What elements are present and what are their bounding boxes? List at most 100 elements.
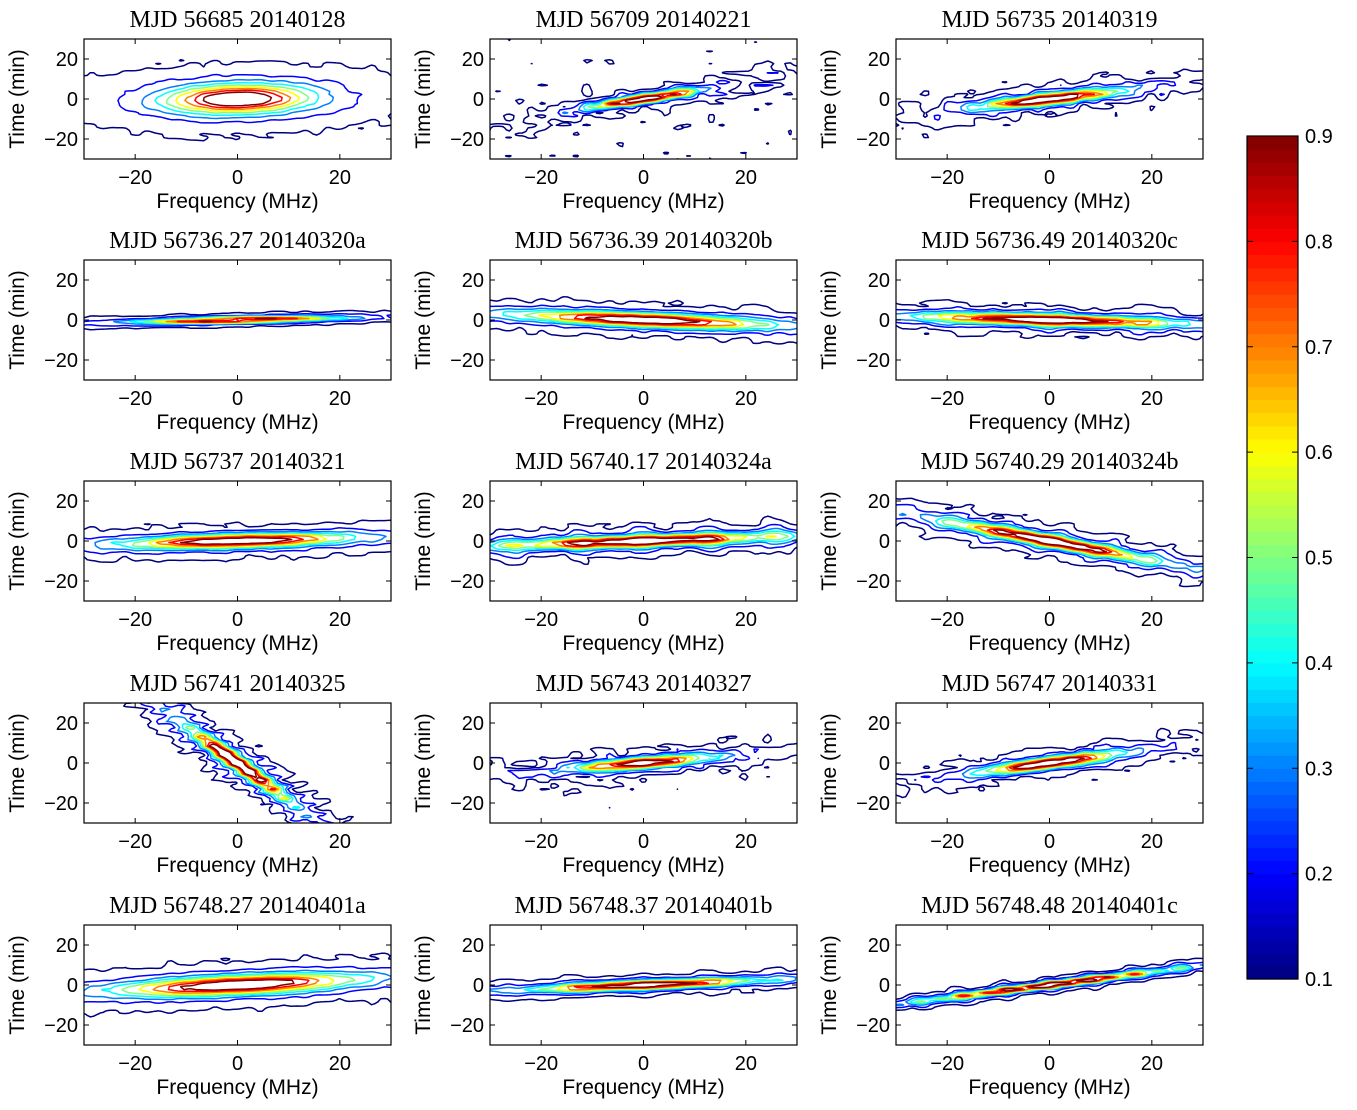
- contour-lines: [490, 515, 797, 566]
- contour-line: [896, 503, 1203, 579]
- contour-lines: [123, 703, 354, 823]
- contour-line: [165, 84, 310, 114]
- colorbar-swatch: [1247, 294, 1298, 308]
- colorbar-swatch: [1247, 412, 1298, 427]
- colorbar-swatch: [1247, 386, 1298, 401]
- colorbar-swatch: [1247, 610, 1298, 624]
- contour-line: [896, 309, 1203, 331]
- panel-title: MJD 56741 20140325: [129, 671, 345, 697]
- y-axis-label: Time (min): [818, 49, 841, 149]
- axes-box: [83, 702, 392, 824]
- panel-title: MJD 56740.29 20140324b: [920, 449, 1178, 475]
- contour-line: [896, 305, 1203, 336]
- panel-title: MJD 56748.27 20140401a: [109, 893, 366, 919]
- y-tick-label: 0: [473, 531, 484, 553]
- x-tick-label: −20: [930, 1053, 964, 1075]
- x-tick-label: 20: [735, 388, 757, 410]
- contour-line: [1012, 756, 1085, 770]
- colorbar-swatch: [1247, 768, 1298, 783]
- x-tick-label: −20: [118, 388, 152, 410]
- contour-panel: MJD 56740.29 20140324b−20 0 20200−20Freque…: [818, 449, 1204, 655]
- contour-line: [84, 969, 391, 1001]
- contour-line: [490, 966, 797, 1003]
- contour-line: [961, 747, 1145, 779]
- colorbar-tick-label: 0.3: [1305, 758, 1333, 780]
- colorbar-tick-label: 0.7: [1305, 337, 1333, 359]
- contour-line: [913, 741, 1178, 784]
- y-axis-label: Time (min): [412, 491, 435, 591]
- colorbar-swatch: [1247, 478, 1298, 493]
- x-tick-label: −20: [930, 831, 964, 853]
- y-tick-label: −20: [856, 571, 890, 593]
- colorbar-swatch: [1247, 702, 1298, 717]
- contour-line: [84, 519, 391, 563]
- panel-title: MJD 56736.39 20140320b: [514, 228, 772, 254]
- colorbar-swatch: [1247, 465, 1298, 480]
- colorbar-swatch: [1247, 807, 1298, 822]
- contour-lines: [490, 733, 797, 809]
- x-axis-label: Frequency (MHz): [562, 190, 724, 213]
- contour-line: [934, 516, 1164, 566]
- contour-line: [490, 39, 797, 159]
- contour-line: [573, 314, 713, 326]
- x-tick-label: 20: [329, 388, 351, 410]
- contour-panel: MJD 56736.49 20140320c−20 0 20200−20Freque…: [818, 228, 1204, 434]
- y-tick-label: −20: [450, 571, 484, 593]
- x-tick-label: 0: [1044, 1053, 1055, 1075]
- contour-line: [138, 975, 335, 995]
- y-axis-label: Time (min): [818, 491, 841, 591]
- panel-title: MJD 56748.37 20140401b: [514, 893, 772, 919]
- axes-box: [895, 480, 1204, 602]
- contour-line: [941, 519, 1159, 564]
- x-tick-label: 0: [232, 388, 243, 410]
- contour-panel: MJD 56737 20140321−20 0 20200−20Frequency …: [6, 449, 392, 655]
- y-tick-label: 20: [868, 270, 890, 292]
- contour-line: [100, 971, 376, 999]
- contour-line: [490, 523, 797, 560]
- y-tick-label: −20: [856, 793, 890, 815]
- x-axis-label: Frequency (MHz): [562, 1076, 724, 1099]
- colorbar-swatch: [1247, 399, 1298, 414]
- y-tick-label: 20: [462, 713, 484, 735]
- contour-line: [1001, 976, 1111, 992]
- contour-line: [84, 526, 391, 555]
- x-axis-label: Frequency (MHz): [156, 411, 318, 434]
- y-axis-label: Time (min): [818, 270, 841, 370]
- contour-lines: [84, 309, 391, 331]
- contour-line: [538, 312, 745, 328]
- contour-line: [123, 703, 354, 823]
- panel-title: MJD 56740.17 20140324a: [515, 449, 772, 475]
- contour-lines: [84, 952, 391, 1018]
- colorbar-swatch: [1247, 346, 1298, 361]
- colorbar-swatch: [1247, 254, 1298, 269]
- panel-title: MJD 56709 20140221: [535, 7, 751, 33]
- x-tick-label: −20: [930, 388, 964, 410]
- axes-box: [489, 924, 798, 1046]
- y-tick-label: 0: [879, 975, 890, 997]
- colorbar-swatch: [1247, 794, 1298, 809]
- x-tick-label: −20: [524, 609, 558, 631]
- contour-line: [960, 84, 1144, 114]
- contour-line: [896, 497, 1203, 588]
- x-tick-label: 20: [735, 609, 757, 631]
- contour-line: [896, 727, 1203, 799]
- colorbar-swatch: [1247, 438, 1298, 453]
- y-tick-label: 20: [462, 491, 484, 513]
- contour-line: [898, 512, 1203, 574]
- contour-line: [490, 304, 797, 337]
- x-tick-label: −20: [118, 831, 152, 853]
- colorbar-swatch: [1247, 544, 1298, 559]
- x-tick-label: 0: [1044, 831, 1055, 853]
- contour-line: [490, 527, 797, 554]
- contour-line: [566, 536, 720, 547]
- x-tick-label: 20: [329, 609, 351, 631]
- contour-line: [523, 311, 770, 330]
- colorbar-swatch: [1247, 531, 1298, 545]
- x-axis-label: Frequency (MHz): [562, 632, 724, 655]
- x-axis-label: Frequency (MHz): [968, 411, 1130, 434]
- colorbar-swatch: [1247, 570, 1298, 585]
- panel-title: MJD 56736.27 20140320a: [109, 228, 366, 254]
- contour-panel: MJD 56735 20140319−20 0 20200−20Frequency …: [818, 7, 1204, 213]
- y-tick-label: 0: [879, 310, 890, 332]
